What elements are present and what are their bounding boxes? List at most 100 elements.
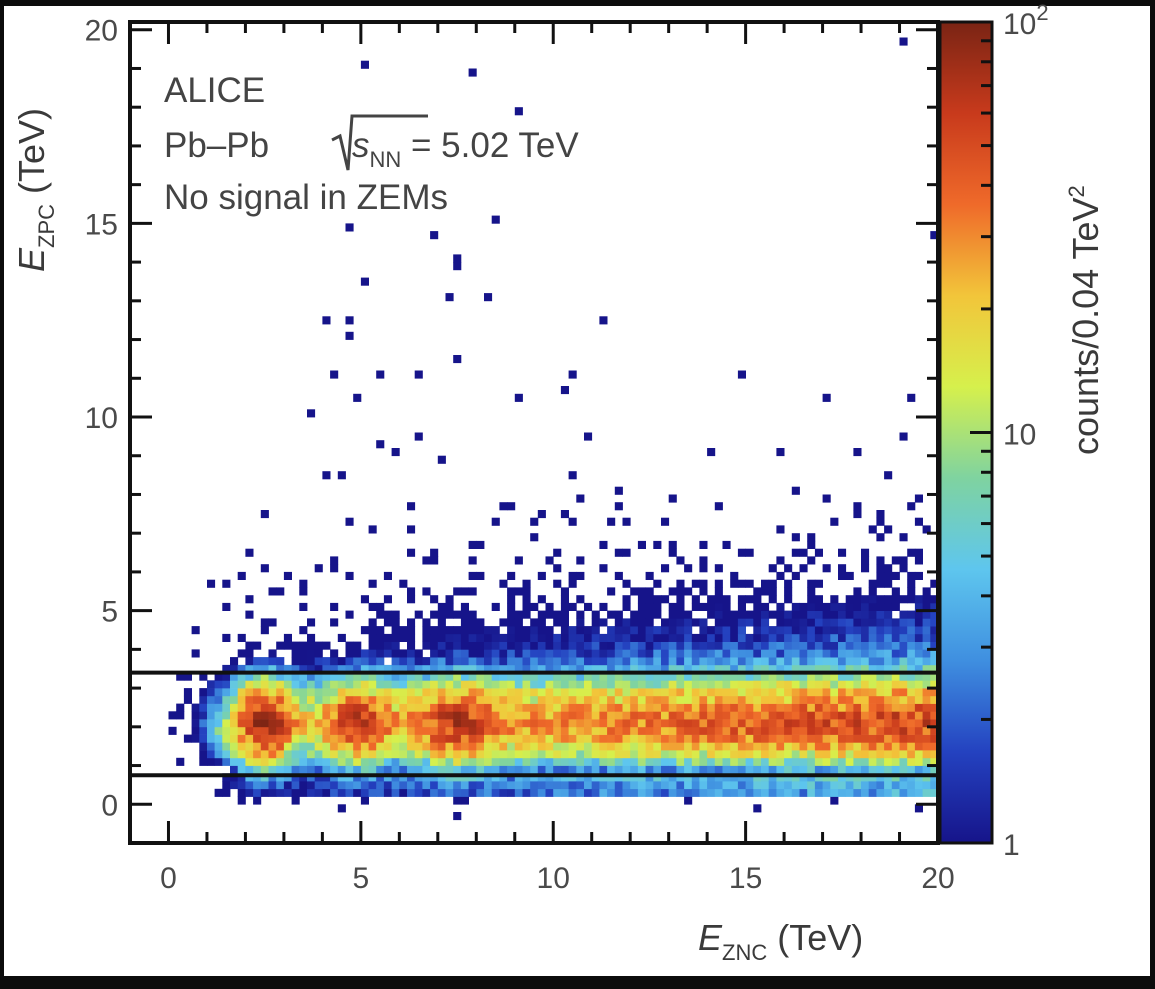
histogram-bin <box>922 657 931 666</box>
histogram-bin <box>383 711 392 720</box>
histogram-bin <box>414 695 423 704</box>
histogram-bin <box>876 695 885 704</box>
histogram-bin <box>576 719 585 728</box>
histogram-bin <box>861 711 870 720</box>
histogram-bin <box>853 719 862 728</box>
histogram-bin <box>545 602 554 611</box>
histogram-bin <box>614 548 623 557</box>
histogram-bin <box>776 680 785 689</box>
histogram-bin <box>799 610 808 619</box>
histogram-bin <box>468 788 477 797</box>
histogram-bin <box>684 672 693 681</box>
histogram-bin <box>630 626 639 635</box>
histogram-bin <box>876 602 885 611</box>
histogram-bin <box>545 657 554 666</box>
histogram-bin <box>207 750 216 759</box>
histogram-bin <box>591 773 600 782</box>
histogram-bin <box>768 750 777 759</box>
histogram-bin <box>314 672 323 681</box>
histogram-bin <box>430 726 439 735</box>
histogram-bin <box>399 742 408 751</box>
histogram-bin <box>445 773 454 782</box>
histogram-bin <box>653 765 662 774</box>
histogram-bin <box>360 672 369 681</box>
histogram-bin <box>237 571 246 580</box>
histogram-bin <box>799 680 808 689</box>
histogram-bin <box>422 587 431 596</box>
histogram-bin <box>791 719 800 728</box>
histogram-bin <box>491 734 500 743</box>
histogram-bin <box>230 672 239 681</box>
histogram-bin <box>553 703 562 712</box>
histogram-bin <box>730 757 739 766</box>
histogram-bin <box>560 680 569 689</box>
histogram-bin <box>853 641 862 650</box>
histogram-bin <box>507 734 516 743</box>
histogram-bin <box>391 695 400 704</box>
histogram-bin <box>476 540 485 549</box>
histogram-bin <box>422 556 431 565</box>
histogram-bin <box>383 595 392 604</box>
histogram-bin <box>853 595 862 604</box>
histogram-bin <box>360 657 369 666</box>
histogram-bin <box>222 680 231 689</box>
histogram-bin <box>914 610 923 619</box>
histogram-bin <box>414 610 423 619</box>
histogram-bin <box>814 726 823 735</box>
histogram-bin <box>676 672 685 681</box>
histogram-bin <box>745 649 754 658</box>
histogram-bin <box>722 657 731 666</box>
histogram-bin <box>830 688 839 697</box>
histogram-bin <box>514 695 523 704</box>
histogram-bin <box>899 556 908 565</box>
histogram-bin <box>491 765 500 774</box>
histogram-bin <box>568 726 577 735</box>
histogram-bin <box>499 773 508 782</box>
histogram-bin <box>776 626 785 635</box>
histogram-bin <box>545 773 554 782</box>
histogram-bin <box>876 626 885 635</box>
histogram-bin <box>207 734 216 743</box>
histogram-bin <box>637 587 646 596</box>
histogram-bin <box>784 719 793 728</box>
histogram-bin <box>476 719 485 728</box>
histogram-bin <box>737 711 746 720</box>
y-tick-label: 10 <box>85 402 118 435</box>
histogram-bin <box>838 571 847 580</box>
histogram-bin <box>776 688 785 697</box>
histogram-bin <box>230 664 239 673</box>
histogram-bin <box>599 672 608 681</box>
histogram-bin <box>807 664 816 673</box>
histogram-bin <box>845 773 854 782</box>
histogram-bin <box>453 626 462 635</box>
histogram-bin <box>522 633 531 642</box>
histogram-bin <box>930 703 938 712</box>
histogram-bin <box>676 703 685 712</box>
histogram-bin <box>838 757 847 766</box>
histogram-bin <box>622 788 631 797</box>
histogram-bin <box>514 719 523 728</box>
histogram-bin <box>714 742 723 751</box>
histogram-bin <box>914 765 923 774</box>
histogram-bin <box>799 726 808 735</box>
histogram-bin <box>753 626 762 635</box>
histogram-bin <box>930 750 938 759</box>
histogram-bin <box>199 757 208 766</box>
histogram-bin <box>330 672 339 681</box>
histogram-bin <box>314 765 323 774</box>
histogram-bin <box>368 602 377 611</box>
histogram-bin <box>699 680 708 689</box>
histogram-bin <box>691 734 700 743</box>
histogram-bin <box>222 734 231 743</box>
histogram-bin <box>391 664 400 673</box>
histogram-bin <box>291 711 300 720</box>
histogram-bin <box>599 788 608 797</box>
histogram-bin <box>861 618 870 627</box>
histogram-bin <box>691 757 700 766</box>
histogram-bin <box>322 657 331 666</box>
histogram-bin <box>845 602 854 611</box>
histogram-bin <box>861 757 870 766</box>
histogram-bin <box>676 618 685 627</box>
histogram-bin <box>853 688 862 697</box>
histogram-bin <box>637 703 646 712</box>
